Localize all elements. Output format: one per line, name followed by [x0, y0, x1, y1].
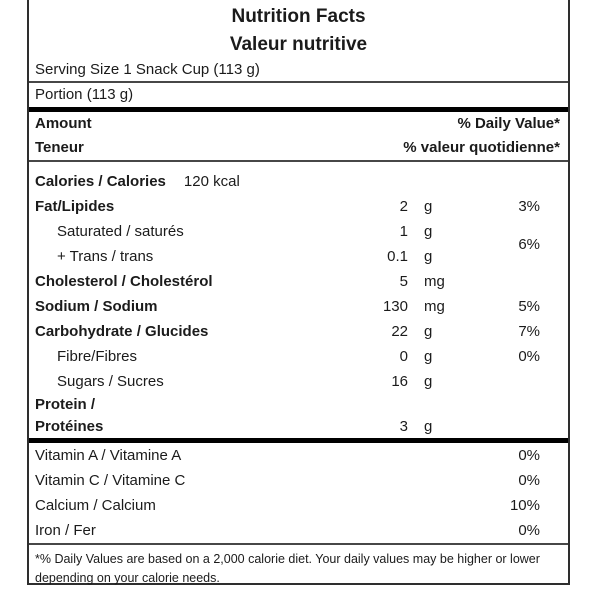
protein-row-line1: Protein /: [29, 394, 568, 416]
iron-row: Iron / Fer 0%: [29, 518, 568, 543]
serving-size-french: Portion (113 g): [35, 86, 134, 103]
cholesterol-row: Cholesterol / Cholestérol 5 mg: [29, 269, 568, 294]
carbohydrate-amount: 22: [391, 323, 408, 340]
cholesterol-unit: mg: [424, 273, 445, 290]
sodium-row: Sodium / Sodium 130 mg 5%: [29, 294, 568, 319]
calcium-daily-value: 10%: [509, 497, 540, 514]
thick-rule-bottom: [29, 438, 568, 443]
thick-rule-top: [29, 107, 568, 112]
calcium-label: Calcium / Calcium: [35, 497, 156, 514]
saturated-trans-group: Saturated / saturés 1 g 6% + Trans / tra…: [29, 219, 568, 269]
trans-unit: g: [424, 248, 433, 265]
carbohydrate-label: Carbohydrate / Glucides: [35, 323, 209, 340]
calcium-row: Calcium / Calcium 10%: [29, 493, 568, 518]
protein-unit: g: [424, 418, 433, 435]
saturated-amount: 1: [399, 223, 408, 240]
fibre-row: Fibre/Fibres 0 g 0%: [29, 344, 568, 369]
saturated-label: Saturated / saturés: [57, 223, 184, 240]
sodium-label: Sodium / Sodium: [35, 298, 158, 315]
fibre-daily-value: 0%: [518, 348, 540, 365]
title-block: Nutrition Facts Valeur nutritive: [29, 0, 568, 59]
fibre-label: Fibre/Fibres: [57, 348, 138, 365]
sugars-amount: 16: [391, 373, 408, 390]
daily-value-footnote: *% Daily Values are based on a 2,000 cal…: [35, 552, 540, 585]
serving-size-english: Serving Size 1 Snack Cup (113 g): [35, 61, 260, 78]
protein-label-en: Protein /: [35, 396, 96, 413]
vitamin-a-daily-value: 0%: [518, 447, 540, 464]
sugars-unit: g: [424, 373, 433, 390]
protein-amount: 3: [399, 418, 408, 435]
fibre-unit: g: [424, 348, 433, 365]
rule-under-headers: [29, 160, 568, 162]
iron-label: Iron / Fer: [35, 522, 96, 539]
cholesterol-amount: 5: [399, 273, 408, 290]
iron-daily-value: 0%: [518, 522, 540, 539]
saturated-trans-daily-value: 6%: [518, 235, 540, 253]
calories-label: Calories / Calories: [35, 173, 166, 190]
sugars-label: Sugars / Sucres: [57, 373, 164, 390]
vitamin-a-row: Vitamin A / Vitamine A 0%: [29, 443, 568, 468]
amount-header-en: Amount: [35, 115, 92, 132]
fat-label: Fat/Lipides: [35, 198, 115, 215]
column-header-french: Teneur % valeur quotidienne*: [29, 136, 568, 160]
cholesterol-label: Cholesterol / Cholestérol: [35, 273, 213, 290]
cholesterol-daily-value: [466, 269, 540, 294]
carbohydrate-unit: g: [424, 323, 433, 340]
fibre-amount: 0: [399, 348, 408, 365]
trans-label: + Trans / trans: [57, 248, 154, 265]
vitamin-a-label: Vitamin A / Vitamine A: [35, 447, 182, 464]
vitamin-c-label: Vitamin C / Vitamine C: [35, 472, 186, 489]
protein-row-line2: Protéines 3 g: [29, 416, 568, 438]
column-header-english: Amount % Daily Value*: [29, 112, 568, 136]
daily-value-header-en: % Daily Value*: [457, 115, 560, 132]
protein-label-fr: Protéines: [35, 418, 104, 435]
sugars-row: Sugars / Sucres 16 g: [29, 369, 568, 394]
daily-value-header-fr: % valeur quotidienne*: [403, 139, 560, 156]
rule-above-footnote: [29, 543, 568, 545]
carbohydrate-daily-value: 7%: [518, 323, 540, 340]
saturated-unit: g: [424, 223, 433, 240]
nutrition-facts-panel: Nutrition Facts Valeur nutritive Serving…: [27, 0, 570, 585]
fat-daily-value: 3%: [518, 198, 540, 215]
fat-unit: g: [424, 198, 433, 215]
trans-amount: 0.1: [387, 248, 408, 265]
sodium-unit: mg: [424, 298, 445, 315]
sodium-daily-value: 5%: [518, 298, 540, 315]
vitamin-c-row: Vitamin C / Vitamine C 0%: [29, 468, 568, 493]
rule-under-serving: [29, 81, 568, 83]
sodium-amount: 130: [382, 298, 408, 315]
vitamin-c-daily-value: 0%: [518, 472, 540, 489]
carbohydrate-row: Carbohydrate / Glucides 22 g 7%: [29, 319, 568, 344]
title-english: Nutrition Facts: [231, 6, 366, 27]
calories-value: 120 kcal: [183, 173, 240, 190]
fat-amount: 2: [399, 198, 408, 215]
sugars-daily-value: [466, 369, 540, 394]
fat-row: Fat/Lipides 2 g 3%: [29, 194, 568, 219]
calories-row: Calories / Calories 120 kcal: [29, 162, 568, 194]
title-french: Valeur nutritive: [229, 34, 368, 55]
amount-header-fr: Teneur: [35, 139, 84, 156]
